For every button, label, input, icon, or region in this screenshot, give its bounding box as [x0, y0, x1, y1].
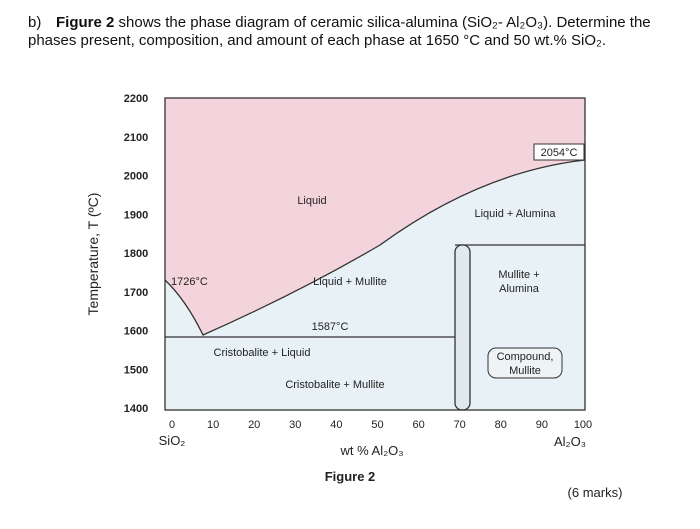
- region-label: Cristobalite + Mullite: [285, 379, 384, 391]
- x-tick-label: 50: [371, 419, 383, 431]
- label-box: [533, 143, 585, 161]
- y-tick-label: 2200: [124, 93, 148, 105]
- x-tick-label: 70: [454, 419, 466, 431]
- y-tick-label: 1600: [124, 326, 148, 338]
- region-label: 1587°C: [312, 321, 349, 333]
- question: b) Figure 2 shows the phase diagram of ce…: [28, 14, 668, 50]
- y-tick-label: 1800: [124, 248, 148, 260]
- y-tick-label: 2100: [124, 132, 148, 144]
- x-tick-label: 60: [412, 419, 424, 431]
- y-tick-label: 1400: [124, 403, 148, 415]
- region-label: Mullite +: [498, 269, 539, 281]
- y-tick-label: 2000: [124, 171, 148, 183]
- region-label: Compound,: [497, 351, 554, 363]
- region-label: 2054°C: [541, 147, 578, 159]
- region-label: Liquid + Alumina: [474, 208, 556, 220]
- region-label: Liquid + Mullite: [313, 276, 387, 288]
- liquidus: [164, 159, 586, 336]
- region-label: Liquid: [297, 195, 326, 207]
- y-axis-label: Temperature, T (ºC): [85, 193, 101, 316]
- marks: (6 marks): [568, 485, 623, 500]
- y-tick-label: 1700: [124, 287, 148, 299]
- x-axis-label: wt % Al₂O₃: [339, 443, 403, 458]
- x-tick-label: 40: [330, 419, 342, 431]
- x-tick-label: 80: [495, 419, 507, 431]
- y-tick-label: 1500: [124, 364, 148, 376]
- x-tick-label: 20: [248, 419, 260, 431]
- region-label: Mullite: [509, 365, 541, 377]
- question-label: b): [28, 14, 42, 31]
- x-tick-label: 10: [207, 419, 219, 431]
- x-tick-label: 90: [536, 419, 548, 431]
- x-tick-label: 30: [289, 419, 301, 431]
- plot-frame: [164, 97, 586, 411]
- question-text: shows the phase diagram of ceramic silic…: [28, 14, 651, 49]
- figure-ref: Figure 2: [56, 14, 115, 31]
- region-label: Alumina: [499, 283, 540, 295]
- region-label: Cristobalite + Liquid: [214, 347, 311, 359]
- mullite-band: [454, 244, 471, 411]
- x-end-label: SiO₂: [159, 433, 186, 448]
- x-tick-label: 0: [169, 419, 175, 431]
- x-end-label: Al₂O₃: [554, 434, 586, 449]
- region-label: 1726°C: [171, 276, 208, 288]
- x-tick-label: 100: [574, 419, 592, 431]
- figure-caption: Figure 2: [325, 469, 376, 484]
- label-box: [487, 347, 563, 379]
- liquid-region: [165, 98, 585, 335]
- y-tick-label: 1900: [124, 209, 148, 221]
